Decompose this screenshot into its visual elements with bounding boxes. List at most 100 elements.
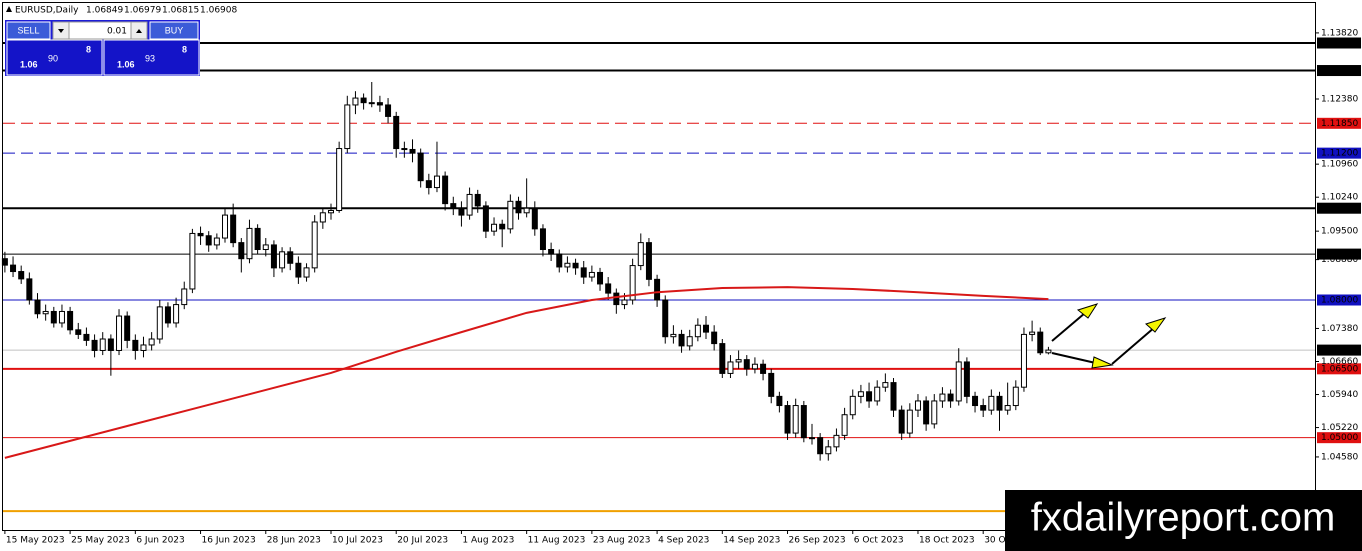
level-label-box <box>1317 344 1361 356</box>
candle-body <box>1 258 8 266</box>
level-label-box <box>1317 65 1361 77</box>
bid-box[interactable] <box>6 39 103 76</box>
candle-body <box>360 97 367 104</box>
x-tick-label: 6 Oct 2023 <box>854 536 904 546</box>
candle-body <box>572 262 579 269</box>
candle-body <box>262 244 269 251</box>
x-tick-label: 16 Jun 2023 <box>202 536 256 546</box>
level-label-box <box>1317 147 1361 159</box>
close-value: 1.06908 <box>200 6 237 16</box>
x-tick-label: 6 Jun 2023 <box>136 536 184 546</box>
arrow-shaft <box>1111 326 1156 365</box>
candle-body <box>287 251 294 264</box>
collapse-icon[interactable] <box>6 6 12 12</box>
level-label: 1.13600 <box>1321 39 1358 49</box>
candle-body <box>132 339 139 351</box>
candle-body <box>825 446 832 455</box>
candle-body <box>83 333 90 341</box>
x-tick-label: 15 May 2023 <box>6 536 65 546</box>
candle-body <box>222 214 229 239</box>
candle-body <box>91 339 98 351</box>
candle-body <box>18 271 25 280</box>
candle-body <box>173 304 180 324</box>
candle-body <box>580 267 587 278</box>
candle-body <box>124 315 131 341</box>
x-tick-label: 14 Sep 2023 <box>723 536 780 546</box>
candle-body <box>914 400 921 411</box>
candle-body <box>1004 405 1011 411</box>
candle-body <box>792 405 799 434</box>
buy-button[interactable] <box>149 21 199 40</box>
candle-body <box>148 338 155 346</box>
candle-body <box>1037 331 1044 354</box>
level-label-box <box>1317 117 1361 129</box>
candle-body <box>42 310 49 315</box>
candle-body <box>515 200 522 214</box>
arrow-shaft <box>1051 312 1086 342</box>
candle-body <box>874 386 881 402</box>
plot-frame <box>2 2 1316 531</box>
candle-body <box>466 193 473 216</box>
candle-body <box>931 400 938 425</box>
y-tick-label: 1.10240 <box>1321 193 1358 203</box>
level-label-box <box>1317 294 1361 306</box>
candle-body <box>393 115 400 150</box>
level-label-box <box>1317 363 1361 375</box>
candle-body <box>311 221 318 269</box>
candle-body <box>711 331 718 345</box>
candle-body <box>751 363 758 370</box>
candle-body <box>474 193 481 207</box>
candle-body <box>597 271 604 285</box>
candle-body <box>1012 386 1019 407</box>
level-label: 1.06908 <box>1321 346 1358 356</box>
candle-body <box>270 244 277 269</box>
y-tick-label: 1.12380 <box>1321 94 1358 104</box>
candle-body <box>784 405 791 434</box>
y-tick-label: 1.08880 <box>1321 255 1358 265</box>
candle-body <box>10 264 17 273</box>
sell-button[interactable] <box>6 21 51 40</box>
candle-body <box>564 262 571 268</box>
candle-body <box>197 232 204 237</box>
candle-body <box>230 214 237 244</box>
candle-body <box>34 299 41 315</box>
candle-body <box>442 175 449 205</box>
axes: 1.13820 1.12380 1.10960 1.10240 1.09500 1.088… <box>4 28 1358 546</box>
candle-body <box>548 249 555 255</box>
x-tick-label: 11 Aug 2023 <box>528 536 586 546</box>
candle-body <box>923 400 930 425</box>
symbol: EURUSD,Daily <box>15 6 79 16</box>
candle-body <box>189 232 196 290</box>
candle-body <box>336 148 343 212</box>
watermark-text: fxdailyreport.com <box>1031 496 1336 540</box>
level-label: 1.06500 <box>1321 364 1358 374</box>
candle-body <box>156 306 163 340</box>
candle-body <box>621 299 628 306</box>
ask-box[interactable] <box>103 39 200 76</box>
ask-frac: 8 <box>182 44 187 54</box>
candle-body <box>344 104 351 150</box>
candles <box>1 82 1052 461</box>
candle-body <box>776 395 783 407</box>
candle-body <box>279 251 286 269</box>
candle-body <box>254 227 261 251</box>
candle-body <box>491 223 498 232</box>
candle-body <box>678 333 685 347</box>
candle-body <box>213 237 220 246</box>
candle-body <box>817 437 824 455</box>
candle-body <box>376 102 383 106</box>
candle-body <box>319 212 326 223</box>
candle-body <box>499 223 506 230</box>
candle-body <box>955 361 962 402</box>
candle-body <box>588 271 595 278</box>
candle-body <box>458 207 465 216</box>
candle-body <box>637 242 644 267</box>
up-icon <box>136 29 142 33</box>
candle-body <box>670 333 677 338</box>
candle-body <box>164 306 171 324</box>
candle-body <box>963 361 970 397</box>
level-label: 1.08000 <box>1321 295 1358 305</box>
candle-body <box>352 97 359 106</box>
